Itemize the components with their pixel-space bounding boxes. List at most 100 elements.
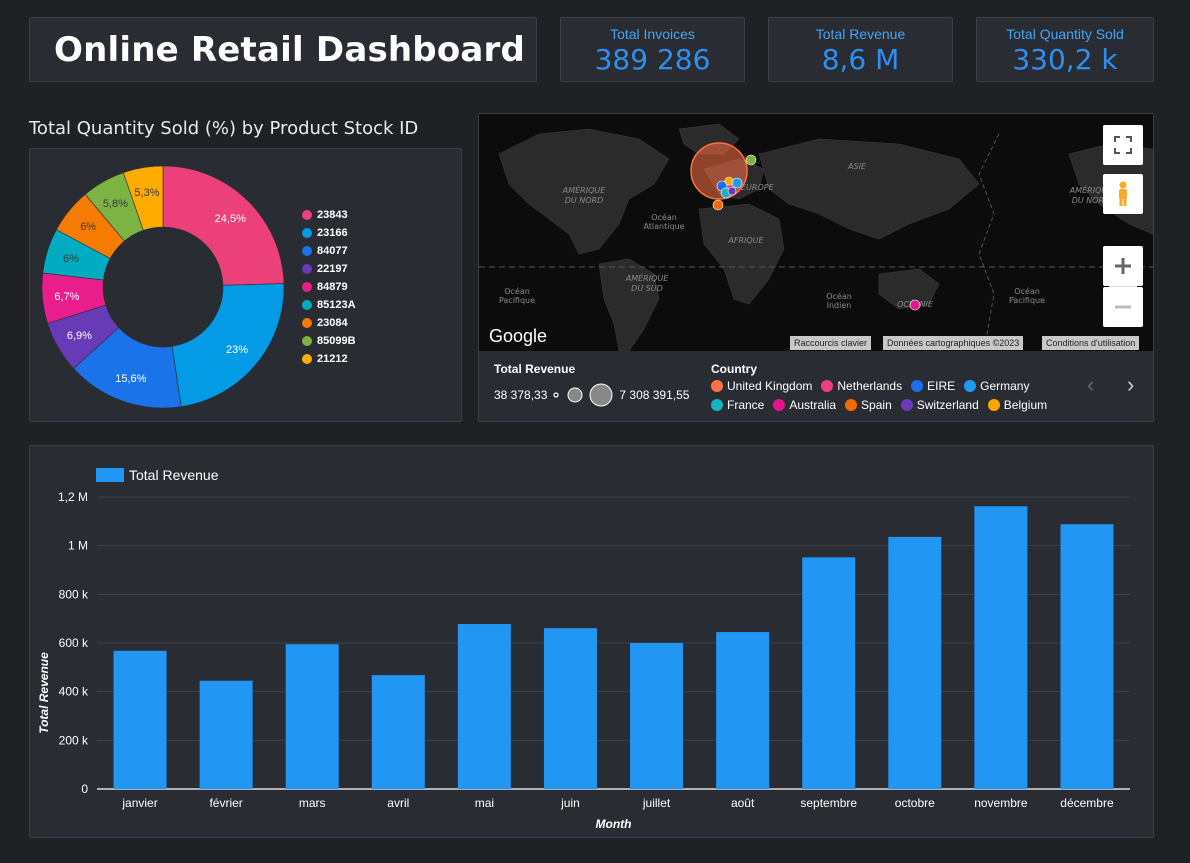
x-tick-label: juillet: [642, 796, 671, 810]
country-legend-item[interactable]: Germany: [964, 377, 1029, 394]
country-legend-item[interactable]: EIRE: [911, 377, 955, 394]
zoom-divider: [1109, 286, 1137, 287]
x-tick-label: mars: [299, 796, 326, 810]
bubble-united-kingdom: [690, 142, 748, 200]
legend-label: 23843: [317, 209, 348, 221]
map-label-europe: EUROPE: [741, 183, 775, 192]
pie-legend-item[interactable]: 85123A: [302, 296, 356, 314]
legend-dot-icon: [302, 210, 312, 220]
legend-dot-icon: [845, 399, 858, 411]
zoom-out-button[interactable]: [1103, 287, 1143, 327]
pie-legend-item[interactable]: 21212: [302, 350, 356, 368]
pie-data-label: 23%: [226, 344, 248, 356]
map-label-asia: ASIE: [847, 162, 867, 171]
country-legend-title: Country: [711, 362, 757, 376]
keyboard-shortcuts-link[interactable]: Raccourcis clavier: [790, 336, 872, 350]
svg-text:Pacifique: Pacifique: [1009, 296, 1045, 305]
bar-novembre[interactable]: [974, 506, 1028, 789]
x-tick-label: août: [731, 796, 755, 810]
x-tick-label: novembre: [974, 796, 1028, 810]
svg-text:Pacifique: Pacifique: [499, 296, 535, 305]
country-legend-item[interactable]: Belgium: [987, 397, 1047, 414]
country-label: United Kingdom: [727, 378, 813, 393]
size-legend: Total Revenue 38 378,33 7 308 391,55: [494, 362, 689, 409]
country-legend: Country United Kingdom Netherlands EIRE Ger…: [711, 362, 1061, 416]
country-label: Netherlands: [837, 378, 903, 393]
pie-legend-item[interactable]: 84879: [302, 278, 356, 296]
legend-prev-button[interactable]: ‹: [1087, 372, 1095, 397]
country-legend-item[interactable]: France: [711, 397, 764, 414]
y-tick-label: 1 M: [68, 539, 88, 553]
kpi-label: Total Quantity Sold: [1006, 26, 1124, 42]
legend-label: 85123A: [317, 299, 356, 311]
world-map-shapes: AMÉRIQUE DU NORD Océan Atlantique EUROPE…: [479, 123, 1153, 351]
pie-slice-23843[interactable]: [162, 165, 285, 286]
map-label-pacific: Océan: [504, 286, 530, 296]
country-legend-item[interactable]: Switzerland: [900, 397, 979, 414]
zoom-in-button[interactable]: [1103, 246, 1143, 286]
bar-avril[interactable]: [371, 675, 425, 789]
pie-legend: 23843 23166 84077 22197 84879 85123A 23084 8509…: [302, 206, 356, 368]
pie-slice-21212[interactable]: [122, 165, 164, 231]
pie-legend-item[interactable]: 84077: [302, 242, 356, 260]
fullscreen-button[interactable]: [1103, 125, 1143, 165]
legend-label: 22197: [317, 263, 348, 275]
bar-octobre[interactable]: [888, 536, 942, 789]
pegman-button[interactable]: [1103, 174, 1143, 214]
kpi-value: 330,2 k: [1012, 43, 1118, 76]
legend-swatch: [96, 468, 124, 482]
bar-mars[interactable]: [285, 644, 339, 789]
legend-label: 85099B: [317, 335, 356, 347]
kpi-total-revenue: Total Revenue 8,6 M: [768, 17, 953, 82]
kpi-value: 8,6 M: [821, 43, 900, 76]
map-label-north-america-right: AMÉRIQUE: [1069, 184, 1114, 195]
kpi-label: Total Invoices: [610, 26, 695, 42]
bubble-australia: [909, 299, 921, 311]
terms-link[interactable]: Conditions d'utilisation: [1042, 336, 1140, 350]
country-legend-item[interactable]: Netherlands: [821, 377, 902, 394]
google-logo: Google: [489, 326, 548, 346]
large-circle-icon: [589, 383, 613, 407]
x-tick-label: septembre: [800, 796, 857, 810]
pie-legend-item[interactable]: 22197: [302, 260, 356, 278]
y-tick-label: 1,2 M: [58, 490, 88, 504]
bar-chart-card: Total Revenue 0 200 k 400 k 600 k 800 k 1 M 1,2…: [29, 445, 1154, 838]
revenue-bar-chart: Total Revenue 0 200 k 400 k 600 k 800 k 1 M 1,2…: [37, 467, 1130, 831]
pie-legend-item[interactable]: 23843: [302, 206, 356, 224]
bar-février[interactable]: [199, 680, 253, 789]
bar-août[interactable]: [716, 632, 770, 789]
legend-label: 21212: [317, 353, 348, 365]
country-legend-item[interactable]: Australia: [773, 397, 836, 414]
australia-shape: [878, 268, 940, 310]
y-tick-label: 400 k: [59, 685, 89, 699]
y-tick-label: 200 k: [59, 733, 89, 747]
x-tick-label: juin: [560, 796, 580, 810]
bar-décembre[interactable]: [1060, 524, 1114, 789]
bar-janvier[interactable]: [113, 650, 167, 789]
world-map[interactable]: AMÉRIQUE DU NORD Océan Atlantique EUROPE…: [479, 114, 1153, 351]
x-tick-label: avril: [387, 796, 409, 810]
bar-juin[interactable]: [543, 628, 597, 789]
page-title: Online Retail Dashboard: [54, 29, 526, 70]
pie-legend-item[interactable]: 23166: [302, 224, 356, 242]
pie-slice-23166[interactable]: [171, 283, 285, 407]
kpi-total-invoices: Total Invoices 389 286: [560, 17, 745, 82]
pie-legend-item[interactable]: 85099B: [302, 332, 356, 350]
country-legend-item[interactable]: Spain: [845, 397, 892, 414]
map-card: AMÉRIQUE DU NORD Océan Atlantique EUROPE…: [478, 113, 1154, 422]
legend-next-button[interactable]: ›: [1127, 372, 1135, 397]
legend-dot-icon: [302, 336, 312, 346]
legend-dot-icon: [302, 318, 312, 328]
pie-legend-item[interactable]: 23084: [302, 314, 356, 332]
north-america-shape: [498, 128, 670, 255]
map-label-indian: Océan: [826, 291, 852, 301]
svg-text:DU NORD: DU NORD: [1072, 196, 1111, 205]
bar-mai[interactable]: [457, 624, 511, 789]
bar-juillet[interactable]: [630, 643, 684, 789]
country-legend-item[interactable]: United Kingdom: [711, 377, 812, 394]
bar-septembre[interactable]: [802, 557, 856, 789]
pie-data-label: 5,8%: [103, 198, 128, 210]
country-label: Germany: [980, 378, 1030, 393]
africa-shape: [698, 203, 785, 305]
pie-data-label: 6%: [80, 221, 96, 233]
